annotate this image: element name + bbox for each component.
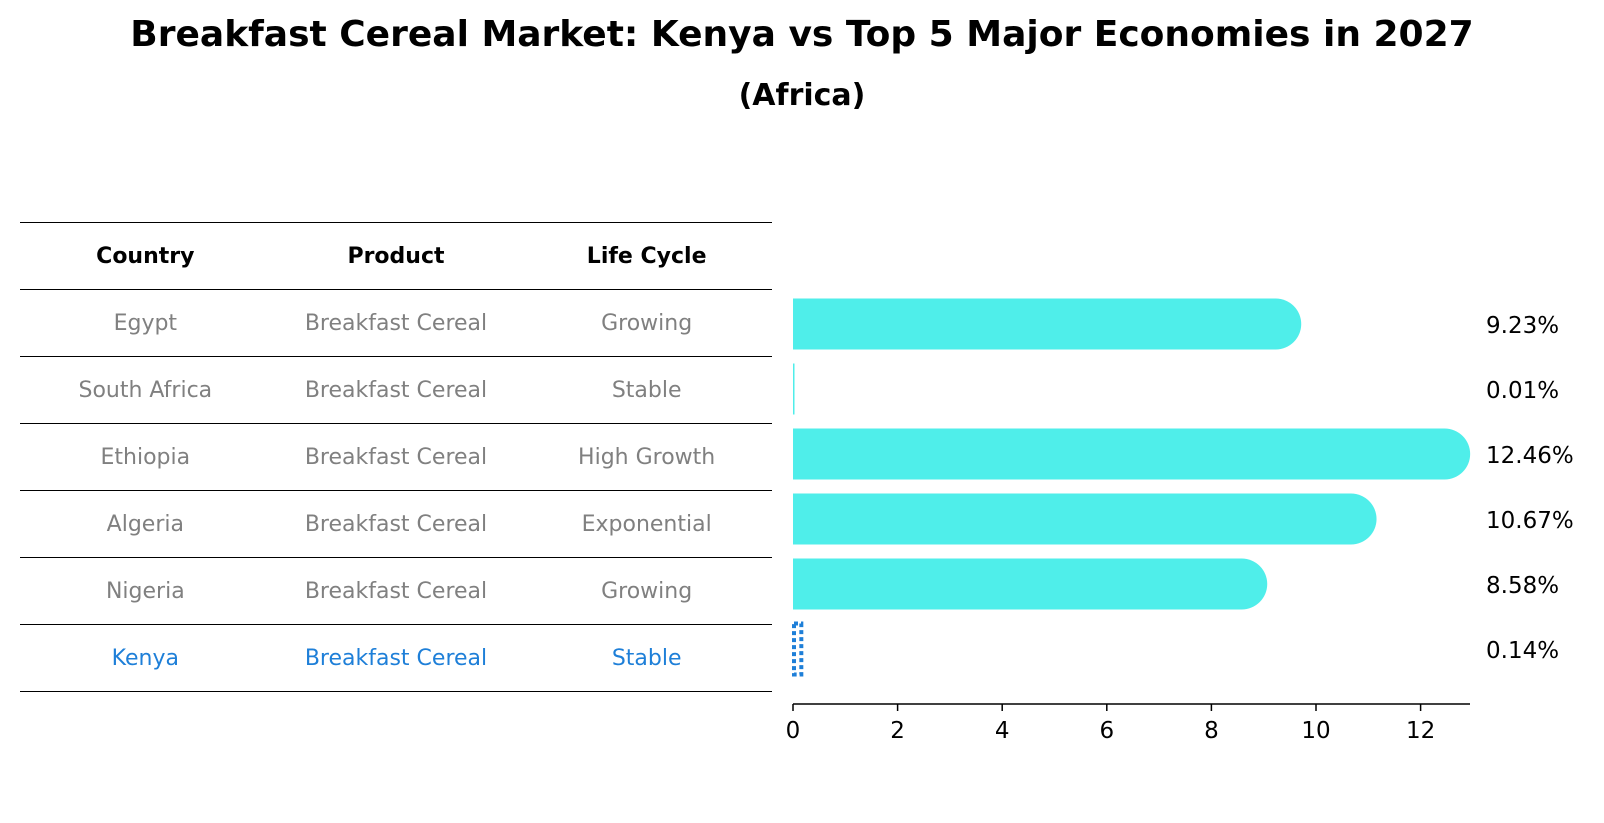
header-product: Product [270, 222, 522, 290]
cell-life-cycle: Exponential [521, 490, 772, 558]
cell-product: Breakfast Cereal [270, 490, 522, 558]
bar-algeria [793, 493, 1377, 545]
x-tick-label: 4 [995, 718, 1010, 744]
cell-country: Egypt [20, 289, 271, 357]
cell-product: Breakfast Cereal [270, 557, 522, 625]
value-label: 0.14% [1486, 638, 1559, 664]
header-country: Country [20, 222, 271, 290]
x-tick-label: 12 [1406, 718, 1435, 744]
cell-product: Breakfast Cereal [270, 423, 522, 491]
cell-product: Breakfast Cereal [270, 356, 522, 424]
table-row: Egypt Breakfast Cereal Growing [20, 289, 772, 357]
cell-country: Algeria [20, 490, 271, 558]
cell-life-cycle: Stable [521, 356, 772, 424]
value-label: 10.67% [1486, 508, 1574, 534]
x-tick-label: 2 [890, 718, 905, 744]
cell-country: Kenya [20, 624, 271, 692]
bar-chart: 9.23% 0.01% 12.46% 10.67% 8.58% 0.14% 0 2 4 6 8 10 1… [786, 298, 1574, 744]
cell-country: Nigeria [20, 557, 271, 625]
cell-life-cycle: Growing [521, 557, 772, 625]
header-life-cycle: Life Cycle [521, 222, 772, 290]
x-tick-label: 0 [786, 718, 801, 744]
cell-country: Ethiopia [20, 423, 271, 491]
value-label: 8.58% [1486, 573, 1559, 599]
cell-life-cycle: High Growth [521, 423, 772, 491]
x-tick-label: 10 [1301, 718, 1330, 744]
table-row: Ethiopia Breakfast Cereal High Growth [20, 423, 772, 491]
bar-ethiopia [793, 428, 1471, 480]
table-header-row: Country Product Life Cycle [20, 222, 772, 290]
bar-nigeria [793, 558, 1268, 610]
x-tick-label: 8 [1204, 718, 1219, 744]
table-row: South Africa Breakfast Cereal Stable [20, 356, 772, 424]
value-label: 9.23% [1486, 313, 1559, 339]
value-label: 0.01% [1486, 378, 1559, 404]
bar-egypt [793, 298, 1302, 350]
table-row: Nigeria Breakfast Cereal Growing [20, 557, 772, 625]
cell-country: South Africa [20, 356, 271, 424]
bar-kenya [792, 621, 804, 677]
chart-subtitle: (Africa) [738, 78, 866, 113]
x-tick-label: 6 [1099, 718, 1114, 744]
cell-product: Breakfast Cereal [270, 624, 522, 692]
table-row: Algeria Breakfast Cereal Exponential [20, 490, 772, 558]
chart-title: Breakfast Cereal Market: Kenya vs Top 5 … [130, 14, 1474, 55]
value-label: 12.46% [1486, 443, 1574, 469]
cell-life-cycle: Stable [521, 624, 772, 692]
bar-south-africa [793, 363, 795, 415]
market-table: Country Product Life Cycle Egypt Breakfa… [20, 222, 772, 692]
cell-product: Breakfast Cereal [270, 289, 522, 357]
cell-life-cycle: Growing [521, 289, 772, 357]
table-row-highlight: Kenya Breakfast Cereal Stable [20, 624, 772, 692]
